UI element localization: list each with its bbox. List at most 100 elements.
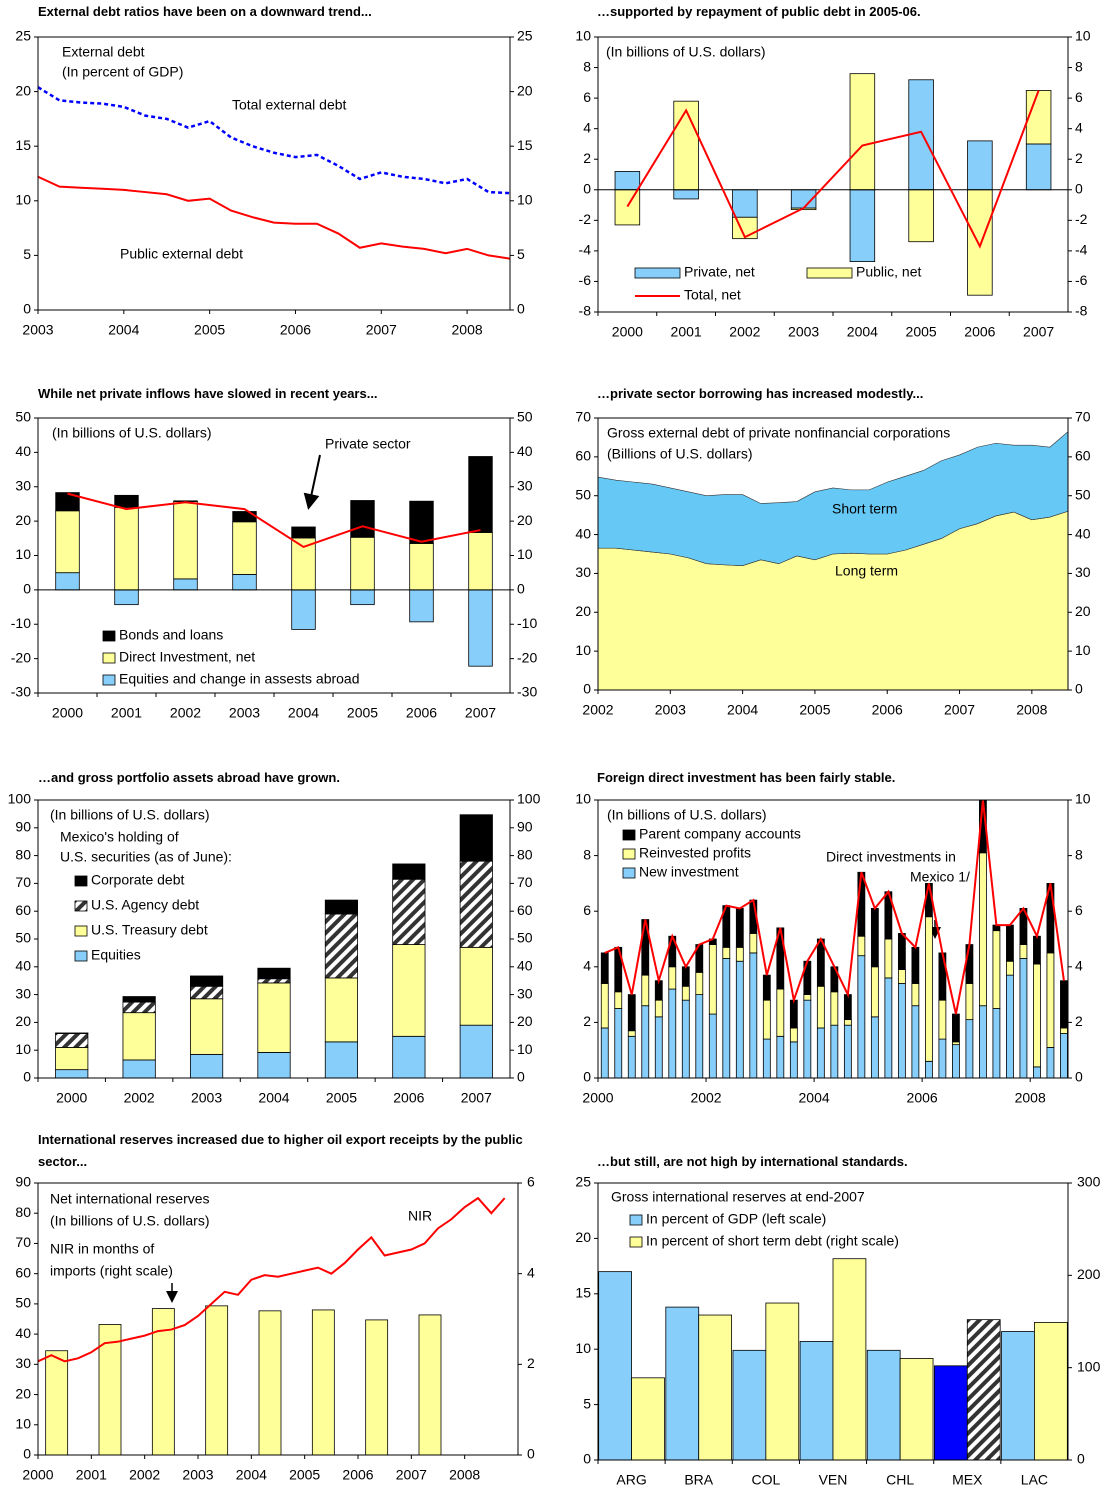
plot-frame bbox=[37, 417, 511, 694]
y2-tick-label: 2 bbox=[527, 1355, 535, 1371]
bar bbox=[122, 996, 156, 1003]
bar bbox=[735, 960, 744, 1079]
bar bbox=[911, 983, 920, 1007]
y-tick-label: 4 bbox=[583, 119, 591, 135]
bar bbox=[409, 543, 434, 591]
bar bbox=[870, 1016, 879, 1079]
y2-tick-label: 10 bbox=[1075, 791, 1091, 807]
y-tick-label: 20 bbox=[15, 1013, 31, 1029]
x-tick-label: 2003 bbox=[655, 702, 686, 718]
bar bbox=[324, 1041, 359, 1079]
y-tick-label: 20 bbox=[15, 82, 31, 98]
y2-tick-label: 0 bbox=[1075, 180, 1083, 196]
x-tick-label: 2004 bbox=[236, 1467, 267, 1483]
annotation: NIR in months of bbox=[50, 1241, 154, 1257]
legend-swatch bbox=[634, 267, 681, 279]
annotation: Direct investments in bbox=[826, 849, 956, 865]
bar bbox=[933, 1365, 968, 1461]
bar bbox=[884, 938, 893, 979]
y2-tick-label: 40 bbox=[517, 443, 533, 459]
bar bbox=[468, 456, 493, 533]
y2-tick-label: 50 bbox=[1075, 486, 1091, 502]
annotation: (In billions of U.S. dollars) bbox=[607, 807, 767, 823]
x-tick-label: CHL bbox=[886, 1472, 914, 1488]
y2-tick-label: 50 bbox=[517, 409, 533, 425]
x-tick-label: 2005 bbox=[906, 324, 937, 340]
bar bbox=[1033, 963, 1041, 1068]
bar bbox=[641, 1005, 650, 1079]
bar bbox=[938, 999, 947, 1040]
x-tick-label: 2006 bbox=[280, 322, 311, 338]
bar bbox=[722, 946, 731, 959]
bar bbox=[952, 1041, 960, 1046]
x-tick-label: LAC bbox=[1021, 1472, 1048, 1488]
bar bbox=[749, 933, 758, 954]
legend-swatch bbox=[622, 848, 636, 860]
y-tick-label: -20 bbox=[11, 649, 31, 665]
x-tick-label: 2008 bbox=[1016, 702, 1047, 718]
y2-tick-label: 300 bbox=[1077, 1174, 1101, 1190]
y-tick-label: 25 bbox=[575, 1174, 591, 1190]
annotation: (In billions of U.S. dollars) bbox=[50, 1213, 210, 1229]
bar bbox=[614, 189, 641, 226]
legend-label: U.S. Treasury debt bbox=[91, 922, 208, 938]
bar bbox=[992, 1008, 1001, 1079]
y-tick-label: 30 bbox=[15, 985, 31, 1001]
line bbox=[626, 90, 1040, 249]
chart-title: …but still, are not high by internationa… bbox=[597, 1154, 908, 1169]
series-label: NIR bbox=[408, 1208, 432, 1224]
bar bbox=[1046, 1047, 1055, 1079]
y-tick-label: 10 bbox=[575, 1340, 591, 1356]
series-label: Total external debt bbox=[232, 97, 347, 113]
y-tick-label: 10 bbox=[575, 642, 591, 658]
bar bbox=[311, 1309, 335, 1456]
annotation: imports (right scale) bbox=[50, 1263, 173, 1279]
y-tick-label: -8 bbox=[579, 303, 592, 319]
x-tick-label: 2007 bbox=[461, 1090, 492, 1106]
annotation: Mexico 1/ bbox=[910, 869, 970, 885]
bar bbox=[600, 983, 609, 1029]
bar bbox=[870, 966, 879, 1018]
x-tick-label: 2001 bbox=[671, 324, 702, 340]
bar bbox=[114, 506, 139, 591]
bar bbox=[866, 1349, 901, 1461]
y2-tick-label: 6 bbox=[527, 1174, 535, 1190]
bar bbox=[459, 946, 493, 1026]
bar bbox=[55, 572, 80, 591]
x-tick-label: 2006 bbox=[964, 324, 995, 340]
bar bbox=[897, 983, 906, 1079]
legend-swatch bbox=[74, 925, 88, 937]
x-tick-label: 2006 bbox=[406, 705, 437, 721]
y2-tick-label: 0 bbox=[517, 1069, 525, 1085]
y2-tick-label: 30 bbox=[517, 477, 533, 493]
bar bbox=[911, 946, 920, 984]
x-tick-label: 2000 bbox=[612, 324, 643, 340]
y-tick-label: 40 bbox=[15, 958, 31, 974]
y2-tick-label: 6 bbox=[1075, 89, 1083, 105]
legend-label: Corporate debt bbox=[91, 872, 185, 888]
annotation: (Billions of U.S. dollars) bbox=[607, 446, 753, 462]
bar bbox=[698, 1314, 733, 1461]
x-tick-label: COL bbox=[751, 1472, 780, 1488]
bar bbox=[468, 532, 493, 591]
y2-tick-label: 0 bbox=[1075, 1069, 1083, 1085]
y2-tick-label: 80 bbox=[517, 846, 533, 862]
bar bbox=[1019, 958, 1028, 1079]
bar bbox=[789, 999, 798, 1029]
legend-label: Public, net bbox=[856, 264, 921, 280]
bar bbox=[459, 860, 493, 948]
legend-swatch bbox=[102, 652, 116, 664]
y-tick-label: 60 bbox=[15, 1264, 31, 1280]
x-tick-label: 2003 bbox=[229, 705, 260, 721]
x-tick-label: 2003 bbox=[22, 322, 53, 338]
bar bbox=[708, 944, 717, 1015]
bar bbox=[189, 998, 224, 1055]
x-tick-label: 2005 bbox=[799, 702, 830, 718]
line bbox=[37, 175, 511, 260]
x-tick-label: 2006 bbox=[342, 1467, 373, 1483]
y2-tick-label: -6 bbox=[1075, 272, 1088, 288]
bar bbox=[291, 589, 316, 630]
x-tick-label: 2007 bbox=[396, 1467, 427, 1483]
